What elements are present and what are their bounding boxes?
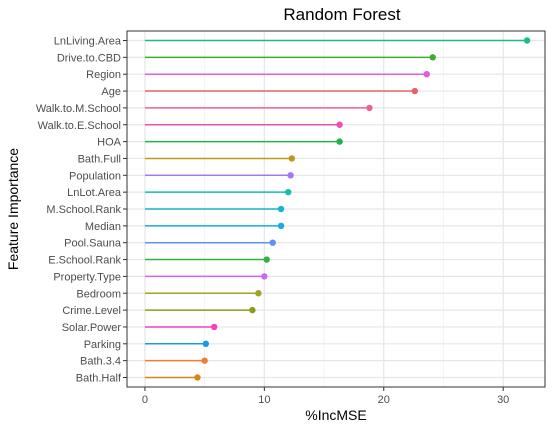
lollipop-point (277, 222, 285, 230)
lollipop-point (423, 71, 430, 78)
y-tick-label: Drive.to.CBD (57, 52, 121, 64)
y-tick-label: Population (69, 170, 121, 182)
lollipop-point (202, 340, 210, 347)
lollipop-point (261, 273, 268, 280)
lollipop-point (277, 205, 285, 213)
lollipop-point (269, 239, 276, 246)
y-tick-label: Parking (84, 339, 121, 351)
y-tick-label: Bath.3.4 (80, 356, 121, 368)
lollipop-point (287, 172, 294, 179)
y-tick-label: E.School.Rank (48, 255, 121, 267)
x-tick-label: 10 (258, 394, 270, 406)
y-tick-label: LnLiving.Area (54, 36, 122, 48)
lollipop-point (336, 138, 343, 145)
y-tick-label: HOA (97, 137, 122, 149)
lollipop-point (285, 188, 292, 196)
y-tick-label: M.School.Rank (46, 204, 121, 216)
lollipop-point (210, 323, 218, 331)
x-axis-title: %IncMSE (305, 407, 366, 423)
lollipop-point (263, 256, 270, 263)
y-axis-title: Feature Importance (5, 148, 21, 270)
y-tick-label: LnLot.Area (67, 187, 122, 199)
lollipop-point (411, 87, 419, 95)
lollipop-point (255, 290, 262, 297)
lollipop-point (336, 121, 343, 128)
y-tick-label: Bedroom (76, 288, 121, 300)
lollipop-point (288, 155, 296, 162)
y-tick-label: Property.Type (53, 271, 121, 283)
lollipop-point (194, 374, 201, 381)
chart-title: Random Forest (283, 5, 400, 24)
lollipop-point (249, 306, 256, 314)
y-tick-label: Region (86, 69, 121, 81)
y-tick-label: Pool.Sauna (64, 238, 122, 250)
mark-layer (144, 37, 531, 381)
y-tick-label: Bath.Full (78, 153, 121, 165)
y-tick-label: Bath.Half (76, 373, 122, 385)
x-tick-label: 30 (497, 394, 509, 406)
lollipop-point (523, 37, 531, 44)
y-tick-label: Walk.to.E.School (38, 120, 121, 132)
x-tick-label: 0 (142, 394, 148, 406)
y-tick-label: Solar.Power (62, 322, 122, 334)
lollipop-point (201, 357, 208, 364)
y-tick-label: Age (101, 86, 121, 98)
axis-layer: LnLiving.Area Drive.to.CBD Region Age Walk.t… (36, 36, 510, 407)
y-tick-label: Walk.to.M.School (36, 103, 121, 115)
y-tick-label: Median (85, 221, 121, 233)
lollipop-point (366, 104, 373, 112)
y-tick-label: Crime.Level (62, 305, 121, 317)
lollipop-point (429, 54, 436, 61)
x-tick-label: 20 (378, 394, 390, 406)
